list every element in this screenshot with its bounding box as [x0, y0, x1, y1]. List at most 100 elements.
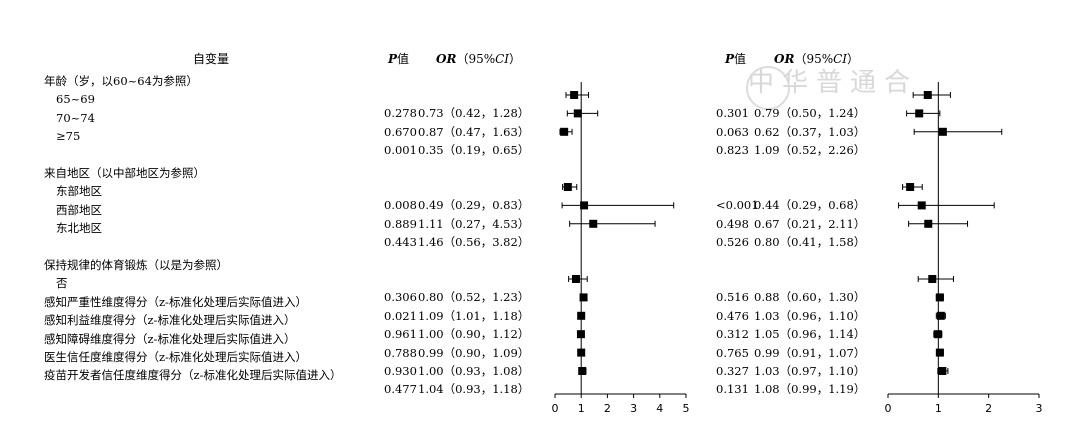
header-variable: 自变量 — [193, 52, 230, 66]
p-value-right: 0.063 — [716, 124, 749, 139]
header-ci-open: （95% — [794, 52, 834, 66]
or-point — [938, 127, 947, 136]
or-point — [571, 275, 580, 283]
x-tick-label: 1 — [935, 402, 942, 415]
header-p-suffix: 值 — [397, 52, 410, 66]
or-point — [938, 367, 947, 375]
or-ci-right: 0.88（0.60，1.30） — [754, 290, 866, 305]
x-tick-label: 1 — [578, 402, 585, 415]
p-value-right: 0.301 — [716, 106, 749, 121]
or-point — [935, 348, 944, 357]
row-label: 东部地区 — [56, 184, 102, 199]
header-p-letter: P — [725, 52, 735, 66]
or-ci-left: 1.00（0.90，1.12） — [418, 327, 530, 342]
watermark-text: 中华普通合 — [748, 68, 919, 98]
header-or-left: OR（95%CI） — [436, 52, 521, 66]
x-tick-label: 3 — [1036, 402, 1043, 415]
x-tick-label: 0 — [552, 402, 559, 415]
or-ci-right: 0.80（0.41，1.58） — [754, 235, 866, 250]
or-ci-right: 1.08（0.99，1.19） — [754, 382, 866, 397]
p-value-left: 0.443 — [384, 235, 417, 250]
row-label: 西部地区 — [56, 202, 102, 217]
header-p-left: P值 — [388, 52, 409, 66]
p-value-left: 0.670 — [384, 124, 417, 139]
p-value-right: <0.001 — [716, 198, 759, 213]
row-label: 否 — [56, 276, 68, 291]
or-ci-left: 1.46（0.56，3.82） — [418, 235, 530, 250]
or-ci-right: 0.79（0.50，1.24） — [754, 106, 866, 121]
or-ci-left: 1.04（0.93，1.18） — [418, 382, 530, 397]
row-label: 65~69 — [56, 92, 95, 107]
header-p-letter: P — [388, 52, 398, 66]
or-point — [936, 311, 945, 320]
or-point — [570, 91, 579, 99]
header-p-suffix: 值 — [734, 52, 747, 66]
p-value-left: 0.889 — [384, 216, 417, 231]
header-ci: CI — [833, 52, 848, 66]
or-ci-right: 1.05（0.96，1.14） — [754, 327, 866, 342]
header-or-right: OR（95%CI） — [774, 52, 859, 66]
header-ci-open: （95% — [456, 52, 496, 66]
or-ci-right: 0.67（0.21，2.11） — [754, 216, 866, 231]
row-label: 保持规律的体育锻炼（以是为参照） — [44, 258, 228, 272]
p-value-left: 0.788 — [384, 345, 417, 360]
x-tick-label: 4 — [656, 402, 663, 415]
or-ci-left: 1.11（0.27，4.53） — [418, 216, 530, 231]
or-point — [915, 109, 924, 118]
or-point — [560, 127, 569, 136]
p-value-left: 0.021 — [384, 308, 417, 323]
header-ci-close: ） — [509, 52, 522, 66]
header-ci: CI — [495, 52, 510, 66]
or-ci-left: 0.73（0.42，1.28） — [418, 106, 530, 121]
row-label: 70~74 — [56, 110, 95, 125]
p-value-right: 0.312 — [716, 327, 749, 342]
p-value-right: 0.526 — [716, 235, 749, 250]
p-value-right: 0.516 — [716, 290, 749, 305]
p-value-left: 0.930 — [384, 364, 417, 378]
or-ci-right: 0.99（0.91，1.07） — [754, 345, 866, 360]
or-point — [577, 348, 586, 357]
or-ci-left: 1.09（1.01，1.18） — [418, 308, 530, 323]
row-label: 疫苗开发者信任度维度得分（z-标准化处理后实际值进入） — [44, 368, 342, 383]
p-value-left: 0.306 — [384, 290, 417, 305]
row-label: 来自地区（以中部地区为参照） — [44, 166, 205, 180]
row-label: 感知严重性维度得分（z-标准化处理后实际值进入） — [44, 294, 307, 309]
row-label: 医生信任度维度得分（z-标准化处理后实际值进入） — [44, 350, 307, 364]
or-ci-left: 0.99（0.90，1.09） — [418, 345, 530, 360]
or-point — [578, 367, 587, 375]
row-label: 年龄（岁，以60~64为参照） — [44, 74, 198, 88]
header-or-letter: OR — [774, 52, 795, 66]
row-label: 感知障碍维度得分（z-标准化处理后实际值进入） — [44, 331, 296, 346]
p-value-right: 0.498 — [716, 216, 749, 231]
x-tick-label: 3 — [630, 402, 637, 415]
x-tick-label: 0 — [885, 402, 892, 415]
header-p-right: P值 — [725, 52, 746, 66]
or-ci-right: 1.03（0.96，1.10） — [754, 308, 866, 323]
p-value-right: 0.327 — [716, 364, 749, 378]
or-ci-right: 1.09（0.52，2.26） — [754, 143, 866, 158]
or-point — [589, 219, 598, 228]
or-ci-right: 1.03（0.97，1.10） — [754, 364, 866, 378]
or-point — [576, 330, 585, 339]
or-point — [924, 219, 933, 228]
or-ci-left: 0.35（0.19，0.65） — [418, 143, 530, 158]
p-value-right: 0.765 — [716, 345, 749, 360]
watermark-seal — [746, 66, 790, 110]
p-value-left: 0.001 — [384, 143, 417, 158]
or-point — [579, 293, 588, 302]
p-value-right: 0.131 — [716, 382, 749, 397]
x-tick-label: 2 — [985, 402, 992, 415]
header-ci-close: ） — [847, 52, 860, 66]
or-ci-left: 1.00（0.93，1.08） — [418, 364, 530, 378]
or-point — [580, 201, 589, 210]
p-value-left: 0.008 — [384, 198, 417, 213]
row-label: ≥75 — [56, 129, 81, 144]
p-value-left: 0.278 — [384, 106, 417, 121]
or-point — [577, 311, 586, 320]
p-value-left: 0.961 — [384, 327, 417, 342]
row-label: 东北地区 — [56, 221, 102, 236]
or-point — [917, 201, 926, 210]
p-value-right: 0.476 — [716, 308, 749, 323]
p-value-left: 0.477 — [384, 382, 417, 397]
